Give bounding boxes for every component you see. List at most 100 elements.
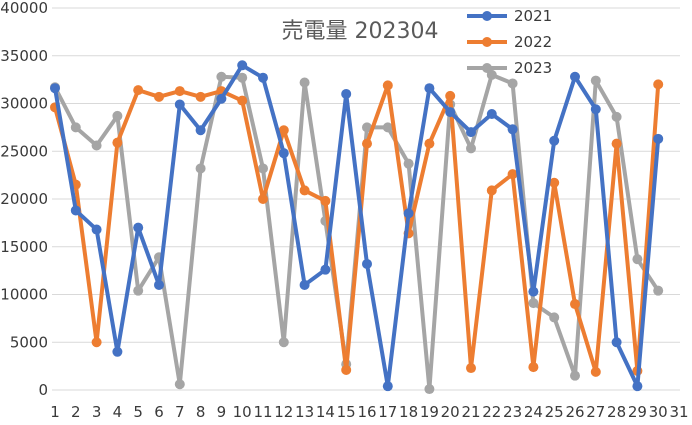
x-tick-label: 29: [628, 403, 647, 421]
data-point-2022: [382, 80, 393, 91]
legend-marker-2023: [482, 63, 492, 73]
data-point-2023: [112, 110, 123, 121]
data-point-2023: [299, 77, 310, 88]
data-point-2022: [445, 90, 456, 101]
data-point-2021: [403, 208, 414, 219]
data-point-2022: [590, 366, 601, 377]
data-point-2023: [216, 71, 227, 82]
series-2023: [50, 69, 664, 395]
data-point-2021: [216, 93, 227, 104]
data-point-2023: [258, 163, 268, 174]
data-point-2021: [486, 109, 497, 120]
data-point-2021: [70, 205, 81, 216]
x-tick-label: 15: [337, 403, 356, 421]
data-point-2021: [154, 279, 164, 290]
data-point-2022: [528, 362, 539, 373]
data-point-2021: [237, 60, 248, 71]
y-tick-label: 5000: [10, 333, 48, 351]
x-tick-label: 17: [378, 403, 397, 421]
data-point-2021: [549, 135, 560, 146]
data-point-2021: [528, 286, 539, 297]
series-layer: [50, 60, 664, 395]
data-point-2023: [611, 111, 622, 122]
data-point-2023: [653, 285, 664, 296]
x-tick-label: 12: [274, 403, 293, 421]
data-point-2021: [445, 107, 456, 118]
data-point-2022: [258, 194, 268, 204]
legend: 2021 2022 2023: [467, 7, 552, 77]
x-tick-label: 30: [649, 403, 668, 421]
series-2022: [50, 79, 664, 377]
x-tick-label: 27: [586, 403, 605, 421]
x-tick-label: 4: [113, 403, 123, 421]
data-point-2023: [278, 337, 289, 348]
data-point-2023: [362, 122, 372, 133]
data-point-2022: [278, 125, 289, 136]
data-point-2022: [466, 363, 476, 374]
x-tick-label: 13: [295, 403, 314, 421]
y-tick-label: 0: [38, 381, 48, 399]
data-point-2021: [50, 83, 60, 94]
x-tick-label: 11: [253, 403, 272, 421]
data-point-2022: [424, 138, 435, 149]
data-point-2023: [632, 254, 643, 265]
x-tick-label: 5: [133, 403, 143, 421]
x-tick-label: 16: [357, 403, 376, 421]
data-point-2021: [112, 346, 123, 357]
x-tick-label: 22: [482, 403, 501, 421]
data-point-2023: [590, 75, 601, 86]
y-tick-label: 15000: [0, 238, 48, 256]
y-tick-label: 10000: [0, 286, 48, 304]
legend-label-2023: 2023: [514, 59, 552, 77]
data-point-2023: [424, 384, 435, 395]
data-point-2021: [278, 148, 289, 159]
y-tick-label: 25000: [0, 142, 48, 160]
series-line-2021: [53, 63, 661, 389]
x-tick-label: 26: [565, 403, 584, 421]
data-point-2022: [91, 337, 102, 348]
data-point-2023: [133, 285, 144, 296]
x-tick-label: 21: [461, 403, 480, 421]
data-point-2022: [611, 138, 622, 149]
data-point-2023: [237, 72, 248, 83]
data-point-2021: [258, 72, 268, 83]
x-tick-label: 19: [420, 403, 439, 421]
x-tick-label: 1: [50, 403, 60, 421]
data-point-2022: [237, 95, 248, 106]
data-point-2021: [507, 124, 518, 135]
x-tick-label: 24: [524, 403, 543, 421]
x-tick-label: 3: [92, 403, 102, 421]
data-point-2023: [466, 143, 476, 154]
data-point-2021: [466, 127, 476, 138]
series-2021: [50, 60, 664, 392]
data-point-2022: [320, 195, 331, 206]
x-tick-label: 31: [669, 403, 688, 421]
data-point-2022: [570, 299, 580, 310]
x-tick-label: 18: [399, 403, 418, 421]
data-point-2021: [424, 83, 435, 94]
x-tick-label: 9: [217, 403, 227, 421]
x-tick-label: 20: [441, 403, 460, 421]
data-point-2021: [570, 71, 580, 82]
data-point-2021: [133, 222, 144, 233]
data-point-2021: [590, 104, 601, 115]
x-tick-label: 10: [233, 403, 252, 421]
data-point-2021: [362, 258, 372, 269]
x-tick-label: 14: [316, 403, 335, 421]
y-tick-label: 30000: [0, 95, 48, 113]
data-point-2022: [112, 137, 123, 148]
data-point-2022: [299, 185, 310, 196]
x-tick-label: 6: [154, 403, 164, 421]
legend-marker-2022: [482, 37, 492, 47]
data-point-2022: [549, 177, 560, 188]
data-point-2023: [528, 298, 539, 309]
data-point-2021: [632, 381, 643, 392]
x-tick-label: 2: [71, 403, 81, 421]
legend-label-2021: 2021: [514, 7, 552, 25]
data-point-2022: [154, 91, 164, 102]
legend-label-2022: 2022: [514, 33, 552, 51]
data-point-2022: [507, 169, 518, 180]
data-point-2021: [653, 133, 664, 144]
data-point-2023: [70, 122, 81, 133]
data-point-2021: [382, 381, 393, 392]
